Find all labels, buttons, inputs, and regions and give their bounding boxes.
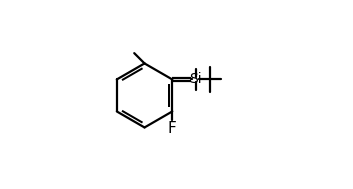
Text: Si: Si [189,72,202,86]
Text: F: F [168,121,176,136]
